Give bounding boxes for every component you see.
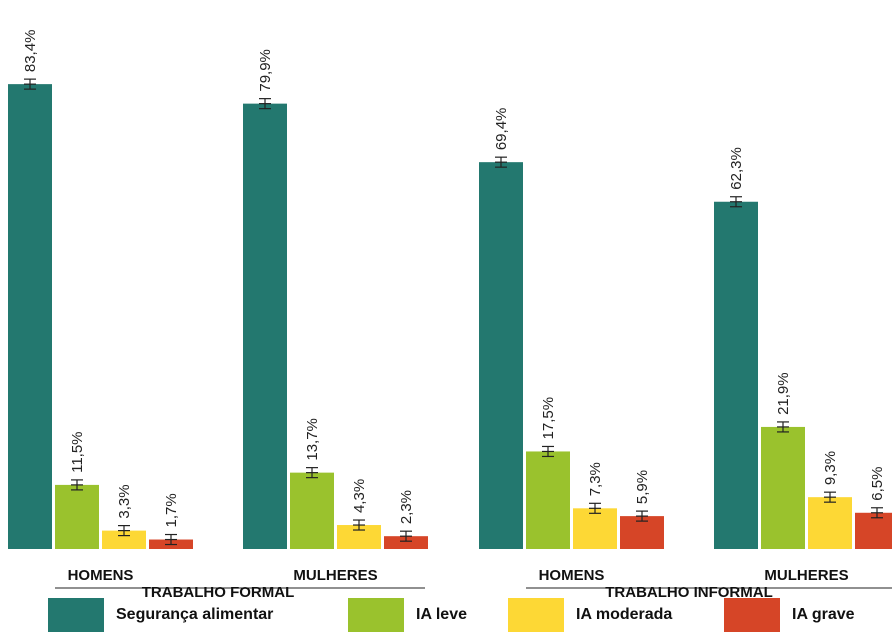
data-label: 79,9% <box>257 49 274 92</box>
legend-label: Segurança alimentar <box>116 606 274 623</box>
group-label: HOMENS <box>68 567 134 584</box>
section-label: TRABALHO INFORMAL <box>605 584 772 598</box>
group-label: MULHERES <box>764 567 848 584</box>
legend-swatch <box>348 598 404 632</box>
bar <box>102 530 146 549</box>
data-label: 69,4% <box>493 108 510 151</box>
legend-label: IA grave <box>792 606 855 623</box>
bar <box>855 512 892 549</box>
data-label: 17,5% <box>540 397 557 440</box>
bar <box>290 472 334 549</box>
legend-swatch <box>724 598 780 632</box>
section-label: TRABALHO FORMAL <box>142 584 294 598</box>
bar <box>761 426 805 549</box>
legend-item-ia-moderada: IA moderada <box>508 598 672 632</box>
legend-item-ia-grave: IA grave <box>724 598 855 632</box>
bar <box>337 525 381 549</box>
data-label: 3,3% <box>116 484 133 518</box>
legend-label: IA leve <box>416 606 467 623</box>
data-label: 21,9% <box>775 372 792 415</box>
data-label: 62,3% <box>728 147 745 190</box>
bar-chart: 83,4% 11,5% 3,3% 1,7% HOMENS 79,9% 13,7% 4,3% 2,… <box>8 30 892 598</box>
data-label: 11,5% <box>69 431 86 472</box>
data-label: 5,9% <box>634 470 651 504</box>
data-label: 7,3% <box>587 462 604 496</box>
bar <box>55 484 99 549</box>
legend-label: IA moderada <box>576 606 673 623</box>
bar <box>573 508 617 549</box>
bar <box>479 162 523 549</box>
bar <box>714 201 758 549</box>
data-label: 9,3% <box>822 451 839 485</box>
legend-item-seguranca-alimentar: Segurança alimentar <box>48 598 273 632</box>
group-label: HOMENS <box>539 567 605 584</box>
data-label: 1,7% <box>163 493 180 527</box>
data-label: 13,7% <box>304 418 321 461</box>
legend-item-ia-leve: IA leve <box>348 598 467 632</box>
data-label: 6,5% <box>869 467 886 501</box>
data-label: 83,4% <box>22 30 39 73</box>
bar <box>8 84 52 549</box>
bar <box>243 103 287 550</box>
data-label: 2,3% <box>398 490 415 524</box>
legend-swatch <box>508 598 564 632</box>
data-label: 4,3% <box>351 479 368 513</box>
bar <box>384 536 428 549</box>
bar <box>526 451 570 549</box>
legend: Segurança alimentar IA leve IA moderada … <box>0 598 892 634</box>
group-label: MULHERES <box>293 567 377 584</box>
bar <box>808 497 852 549</box>
legend-swatch <box>48 598 104 632</box>
